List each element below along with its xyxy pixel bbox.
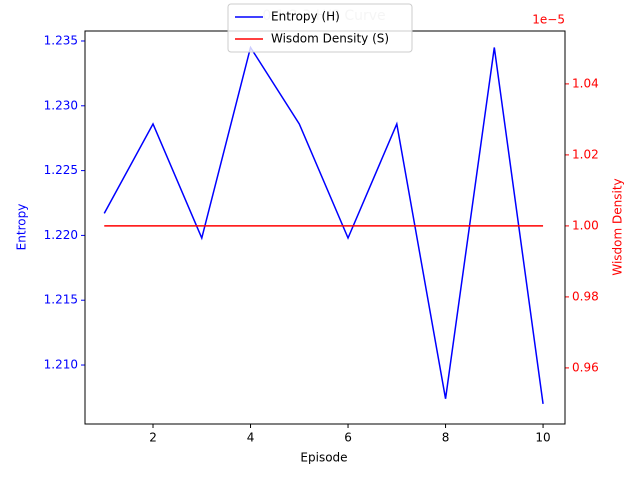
x-tick-label: 2 bbox=[149, 431, 157, 445]
y2-tick-label: 1.00 bbox=[572, 218, 599, 232]
y2-tick-label: 1.02 bbox=[572, 147, 599, 161]
legend-box bbox=[227, 3, 413, 53]
y-tick-label: 1.220 bbox=[44, 228, 78, 242]
x-axis-label: Episode bbox=[300, 451, 347, 465]
y-axis-label: Entropy bbox=[15, 204, 29, 251]
y-tick-label: 1.235 bbox=[44, 33, 78, 47]
y2-axis-label: Wisdom Density bbox=[611, 178, 625, 275]
legend-label: Wisdom Density (S) bbox=[271, 32, 389, 46]
y2-tick-label: 1.04 bbox=[572, 76, 599, 90]
x-tick-label: 4 bbox=[247, 431, 255, 445]
series-line bbox=[103, 45, 544, 405]
y2-offset-label: 1e−5 bbox=[532, 13, 565, 27]
y2-tick-label: 0.96 bbox=[572, 360, 599, 374]
x-tick-label: 8 bbox=[442, 431, 450, 445]
x-tick-label: 6 bbox=[344, 431, 352, 445]
y-tick-label: 1.210 bbox=[44, 358, 78, 372]
y-tick-label: 1.225 bbox=[44, 163, 78, 177]
plot-frame bbox=[84, 30, 566, 425]
x-tick-label: 10 bbox=[535, 431, 550, 445]
legend-label: Entropy (H) bbox=[271, 10, 340, 24]
y-tick-label: 1.230 bbox=[44, 98, 78, 112]
y2-tick-label: 0.98 bbox=[572, 289, 599, 303]
y-tick-label: 1.215 bbox=[44, 293, 78, 307]
